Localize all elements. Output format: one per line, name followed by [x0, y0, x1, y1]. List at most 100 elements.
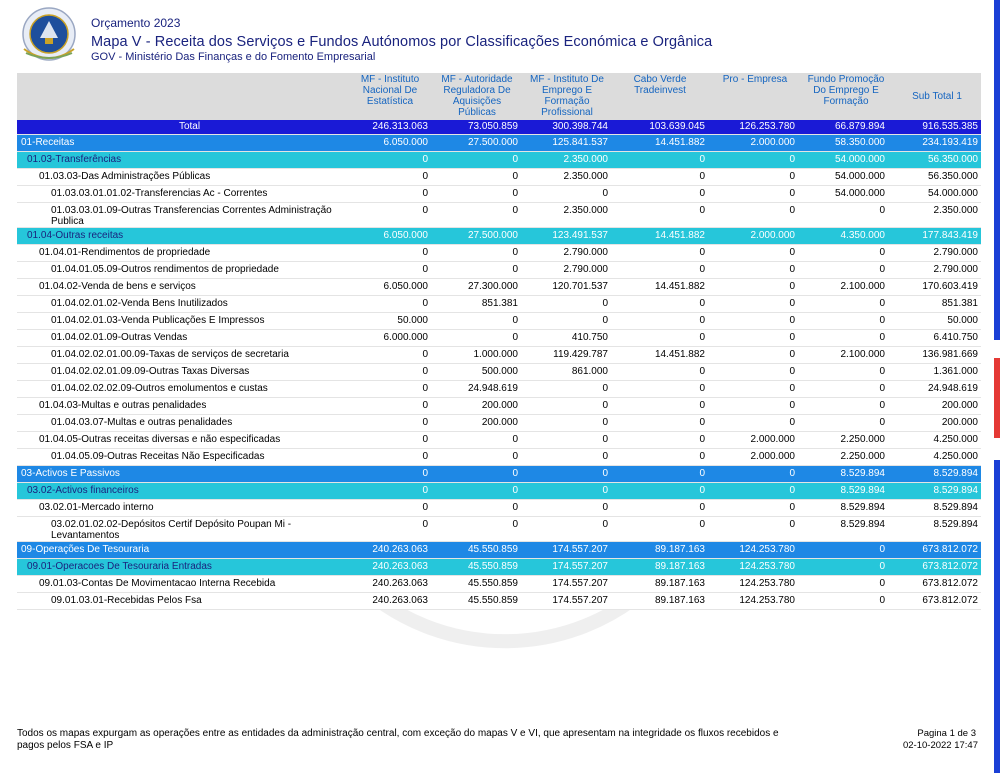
row-label: 01.03.03-Das Administrações Públicas: [39, 171, 211, 182]
row-label: 01.03.03.01.09-Outras Transferencias Cor…: [51, 205, 332, 227]
cell-value: 500.000: [481, 366, 518, 377]
row-label: 01.04.03.07-Multas e outras penalidades: [51, 417, 233, 428]
cell-value: 0: [602, 383, 608, 394]
row-label: 01.04.02.01.03-Venda Publicações E Impre…: [51, 315, 265, 326]
table-header: MF - Instituto Nacional De Estatística M…: [17, 73, 981, 120]
cell-value: 200.000: [941, 417, 978, 428]
report-subtitle: GOV - Ministério Das Finanças e do Fomen…: [91, 51, 376, 63]
cell-value: 2.790.000: [563, 264, 609, 275]
cell-value: 0: [512, 154, 518, 165]
cell-value: 1.361.000: [933, 366, 979, 377]
cell-value: 120.701.537: [552, 281, 608, 292]
row-label: 01.04.01.05.09-Outros rendimentos de pro…: [51, 264, 279, 275]
cell-value: 410.750: [571, 332, 608, 343]
total-row: Total 246.313.063 73.050.859 300.398.744 103…: [17, 120, 981, 135]
cell-value: 0: [789, 468, 795, 479]
cell-value: 0: [512, 332, 518, 343]
table-row: 01.04.02.02.02.09-Outros emolumentos e c…: [17, 381, 981, 398]
cell-value: 0: [422, 205, 428, 216]
row-label: 01.04.02-Venda de bens e serviços: [39, 281, 196, 292]
cell-value: 8.529.894: [840, 468, 886, 479]
cell-value: 0: [879, 561, 885, 572]
cell-value: 0: [879, 578, 885, 589]
cell-value: 240.263.063: [372, 578, 428, 589]
cell-value: 45.550.859: [467, 561, 518, 572]
cell-value: 673.812.072: [922, 595, 978, 606]
cell-value: 0: [422, 171, 428, 182]
cell-value: 673.812.072: [922, 544, 978, 555]
cell-value: 0: [512, 434, 518, 445]
cell-value: 0: [879, 417, 885, 428]
cell-value: 8.529.894: [840, 502, 886, 513]
table-row: 01.04.01.05.09-Outros rendimentos de pro…: [17, 262, 981, 279]
cell-value: 0: [879, 595, 885, 606]
row-label: 01.04-Outras receitas: [27, 230, 124, 241]
cell-value: 0: [789, 154, 795, 165]
cell-value: 0: [879, 298, 885, 309]
cell-value: 0: [699, 298, 705, 309]
cell-value: 0: [789, 315, 795, 326]
cell-value: 0: [699, 519, 705, 530]
cell-value: 0: [699, 434, 705, 445]
table-row: 01.03.03.01.01.02-Transferencias Ac - Co…: [17, 186, 981, 203]
row-label: 01.04.03-Multas e outras penalidades: [39, 400, 207, 411]
cell-value: 0: [879, 264, 885, 275]
table-row: 09.01.03.01-Recebidas Pelos Fsa 240.263.0…: [17, 593, 981, 610]
cell-value: 0: [422, 366, 428, 377]
cell-value: 6.000.000: [383, 332, 429, 343]
cell-value: 50.000: [397, 315, 428, 326]
cell-value: 0: [789, 366, 795, 377]
cell-value: 0: [512, 247, 518, 258]
cell-value: 0: [602, 485, 608, 496]
cell-value: 0: [789, 417, 795, 428]
table-row: 01.03.03.01.09-Outras Transferencias Cor…: [17, 203, 981, 228]
cell-value: 0: [512, 315, 518, 326]
cell-value: 0: [789, 485, 795, 496]
cell-value: 8.529.894: [933, 502, 979, 513]
cell-value: 240.263.063: [372, 561, 428, 572]
cell-value: 27.300.000: [467, 281, 518, 292]
cell-value: 0: [879, 315, 885, 326]
cell-value: 2.350.000: [563, 154, 609, 165]
cell-value: 673.812.072: [922, 578, 978, 589]
row-label: 01.03.03.01.01.02-Transferencias Ac - Co…: [51, 188, 268, 199]
budget-year: Orçamento 2023: [91, 16, 181, 30]
cell-value: 54.000.000: [834, 154, 885, 165]
cell-value: 56.350.000: [927, 154, 978, 165]
table-row: 01.04.02.01.03-Venda Publicações E Impre…: [17, 313, 981, 330]
cell-value: 0: [699, 468, 705, 479]
cell-value: 0: [422, 417, 428, 428]
cell-value: 73.050.859: [467, 121, 518, 132]
cell-value: 0: [789, 264, 795, 275]
cell-value: 126.253.780: [739, 121, 795, 132]
page-number: Pagina 1 de 3: [917, 728, 976, 739]
cell-value: 0: [879, 247, 885, 258]
row-label: 09.01-Operacoes De Tesouraria Entradas: [27, 561, 212, 572]
table-row: 03.02.01-Mercado interno 0 0 0 0 0 8.529.894 8.…: [17, 500, 981, 517]
cell-value: 174.557.207: [552, 544, 608, 555]
cell-value: 0: [879, 366, 885, 377]
cell-value: 200.000: [481, 400, 518, 411]
cell-value: 27.500.000: [467, 137, 518, 148]
row-label: 01.04.02.02.02.09-Outros emolumentos e c…: [51, 383, 268, 394]
row-label: 03.02.01-Mercado interno: [39, 502, 154, 513]
table-row: 01.04.02.02.01.00.09-Taxas de serviços d…: [17, 347, 981, 364]
report-title: Mapa V - Receita dos Serviços e Fundos A…: [91, 34, 713, 50]
cell-value: 14.451.882: [654, 230, 705, 241]
revenue-table: MF - Instituto Nacional De Estatística M…: [17, 73, 981, 610]
cell-value: 8.529.894: [933, 519, 979, 530]
table-body: Total 246.313.063 73.050.859 300.398.744 103…: [17, 120, 981, 610]
cell-value: 0: [789, 205, 795, 216]
cell-value: 0: [789, 332, 795, 343]
cell-value: 14.451.882: [654, 281, 705, 292]
cell-value: 0: [699, 400, 705, 411]
cell-value: 0: [602, 519, 608, 530]
cell-value: 54.000.000: [927, 188, 978, 199]
cell-value: 123.491.537: [552, 230, 608, 241]
col-header-tradeinvest: Cabo Verde Tradeinvest: [633, 74, 687, 96]
table-row: 09.01-Operacoes De Tesouraria Entradas 24…: [17, 559, 981, 576]
row-label: 03.02-Activos financeiros: [27, 485, 139, 496]
cell-value: 0: [512, 468, 518, 479]
row-label: 03-Activos E Passivos: [21, 468, 120, 479]
row-label: 01.04.02.01.02-Venda Bens Inutilizados: [51, 298, 228, 309]
